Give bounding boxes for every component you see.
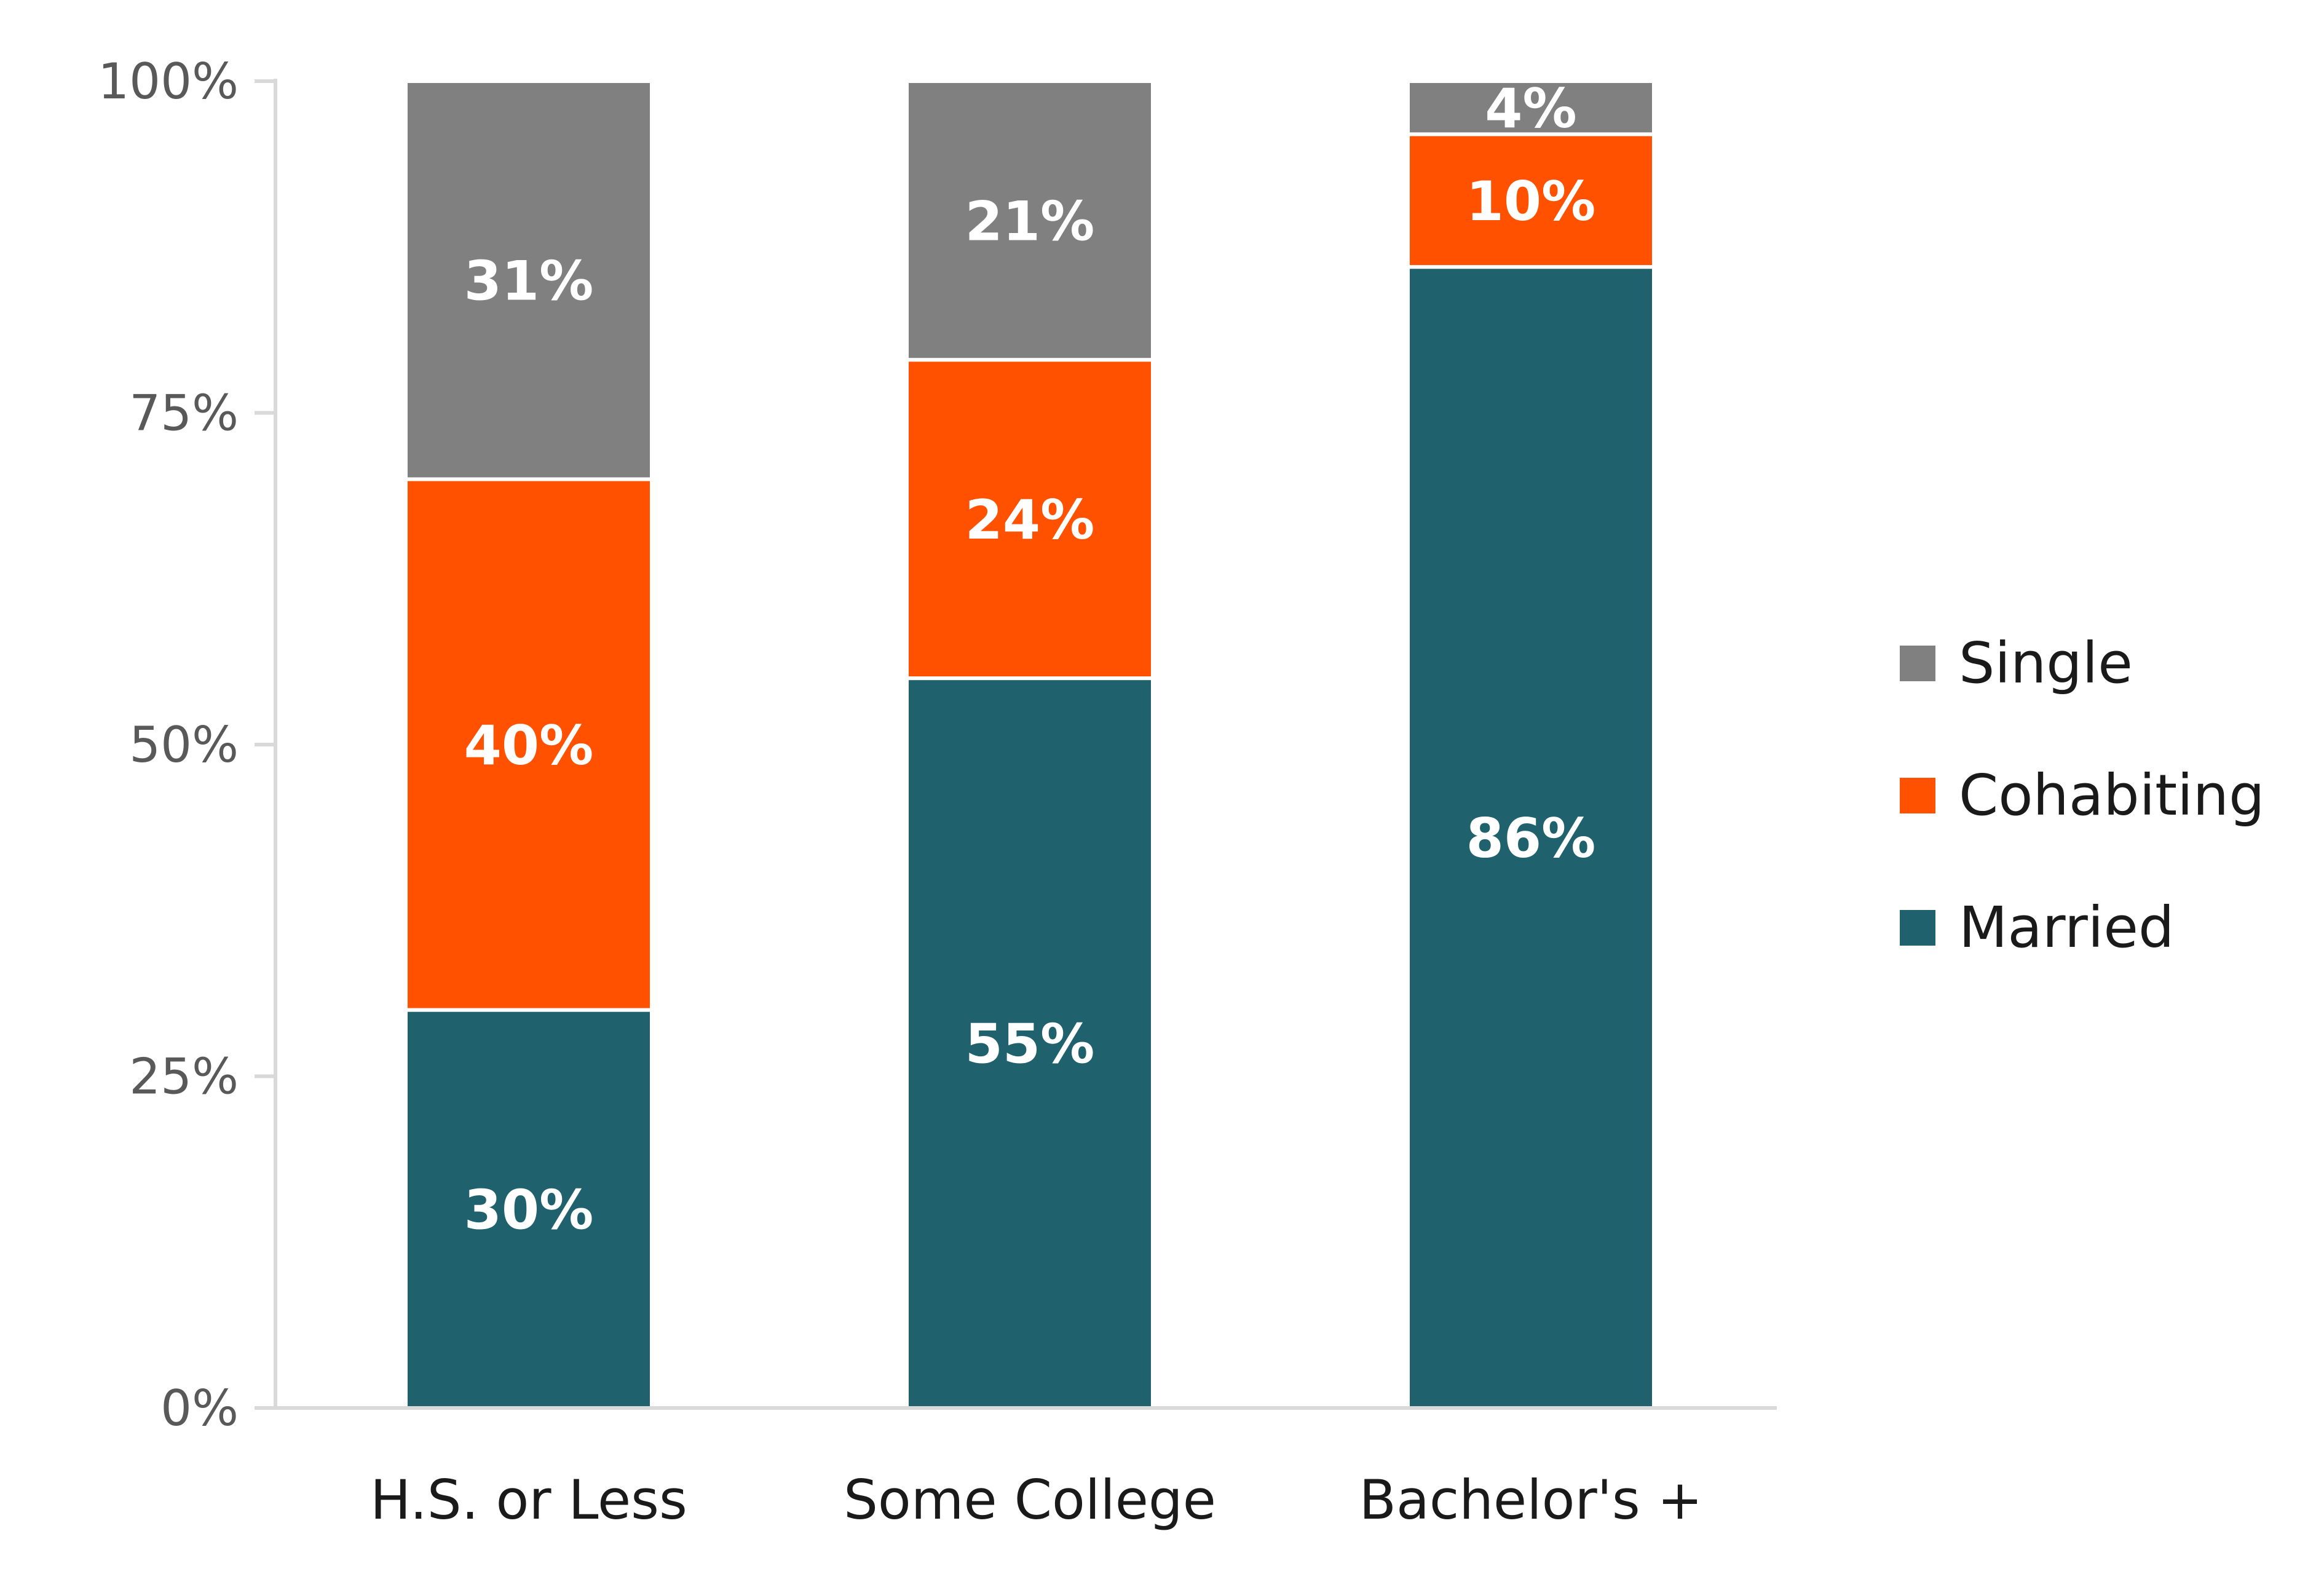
data-label-single: 21% xyxy=(965,190,1095,253)
data-label-married: 86% xyxy=(1466,807,1596,870)
legend-label-single: Single xyxy=(1959,630,2133,696)
bar-segment-married xyxy=(1406,265,1656,1410)
y-tick-label: 25% xyxy=(129,1048,239,1105)
legend-swatch-married xyxy=(1900,910,1935,946)
data-label-single: 4% xyxy=(1485,77,1576,140)
y-tick-label: 75% xyxy=(129,385,239,442)
bar-segment-married xyxy=(404,1008,654,1410)
y-tick-label: 100% xyxy=(98,53,239,110)
y-axis-ticks: 0% 25% 50% 75% 100% xyxy=(98,53,275,1437)
category-labels: H.S. or Less Some College Bachelor's + xyxy=(370,1468,1702,1532)
data-label-cohabiting: 40% xyxy=(464,714,594,777)
x-tick-label: Some College xyxy=(844,1468,1216,1532)
y-tick-label: 0% xyxy=(160,1380,239,1437)
data-label-married: 55% xyxy=(965,1013,1095,1076)
bar-segment-cohabiting xyxy=(404,477,654,1012)
legend: Single Cohabiting Married xyxy=(1900,630,2265,960)
data-label-cohabiting: 10% xyxy=(1466,170,1596,233)
legend-swatch-single xyxy=(1900,646,1935,681)
bar-segment-single xyxy=(1406,79,1656,136)
bar-segment-single xyxy=(905,79,1155,362)
x-tick-label: H.S. or Less xyxy=(370,1468,687,1532)
y-tick-label: 50% xyxy=(129,716,239,773)
legend-label-married: Married xyxy=(1959,895,2174,960)
x-tick-label: Bachelor's + xyxy=(1359,1468,1703,1532)
bar-segment-single xyxy=(404,79,654,481)
data-label-cohabiting: 24% xyxy=(965,488,1095,552)
data-label-single: 31% xyxy=(464,250,594,313)
bars: 30% 40% 31% 55% 24% 21% 86% 10% 4% xyxy=(404,77,1656,1410)
axes xyxy=(255,79,1777,1410)
bar-segment-cohabiting xyxy=(1406,132,1656,269)
data-label-married: 30% xyxy=(464,1178,594,1241)
legend-label-cohabiting: Cohabiting xyxy=(1959,762,2265,828)
legend-swatch-cohabiting xyxy=(1900,778,1935,813)
